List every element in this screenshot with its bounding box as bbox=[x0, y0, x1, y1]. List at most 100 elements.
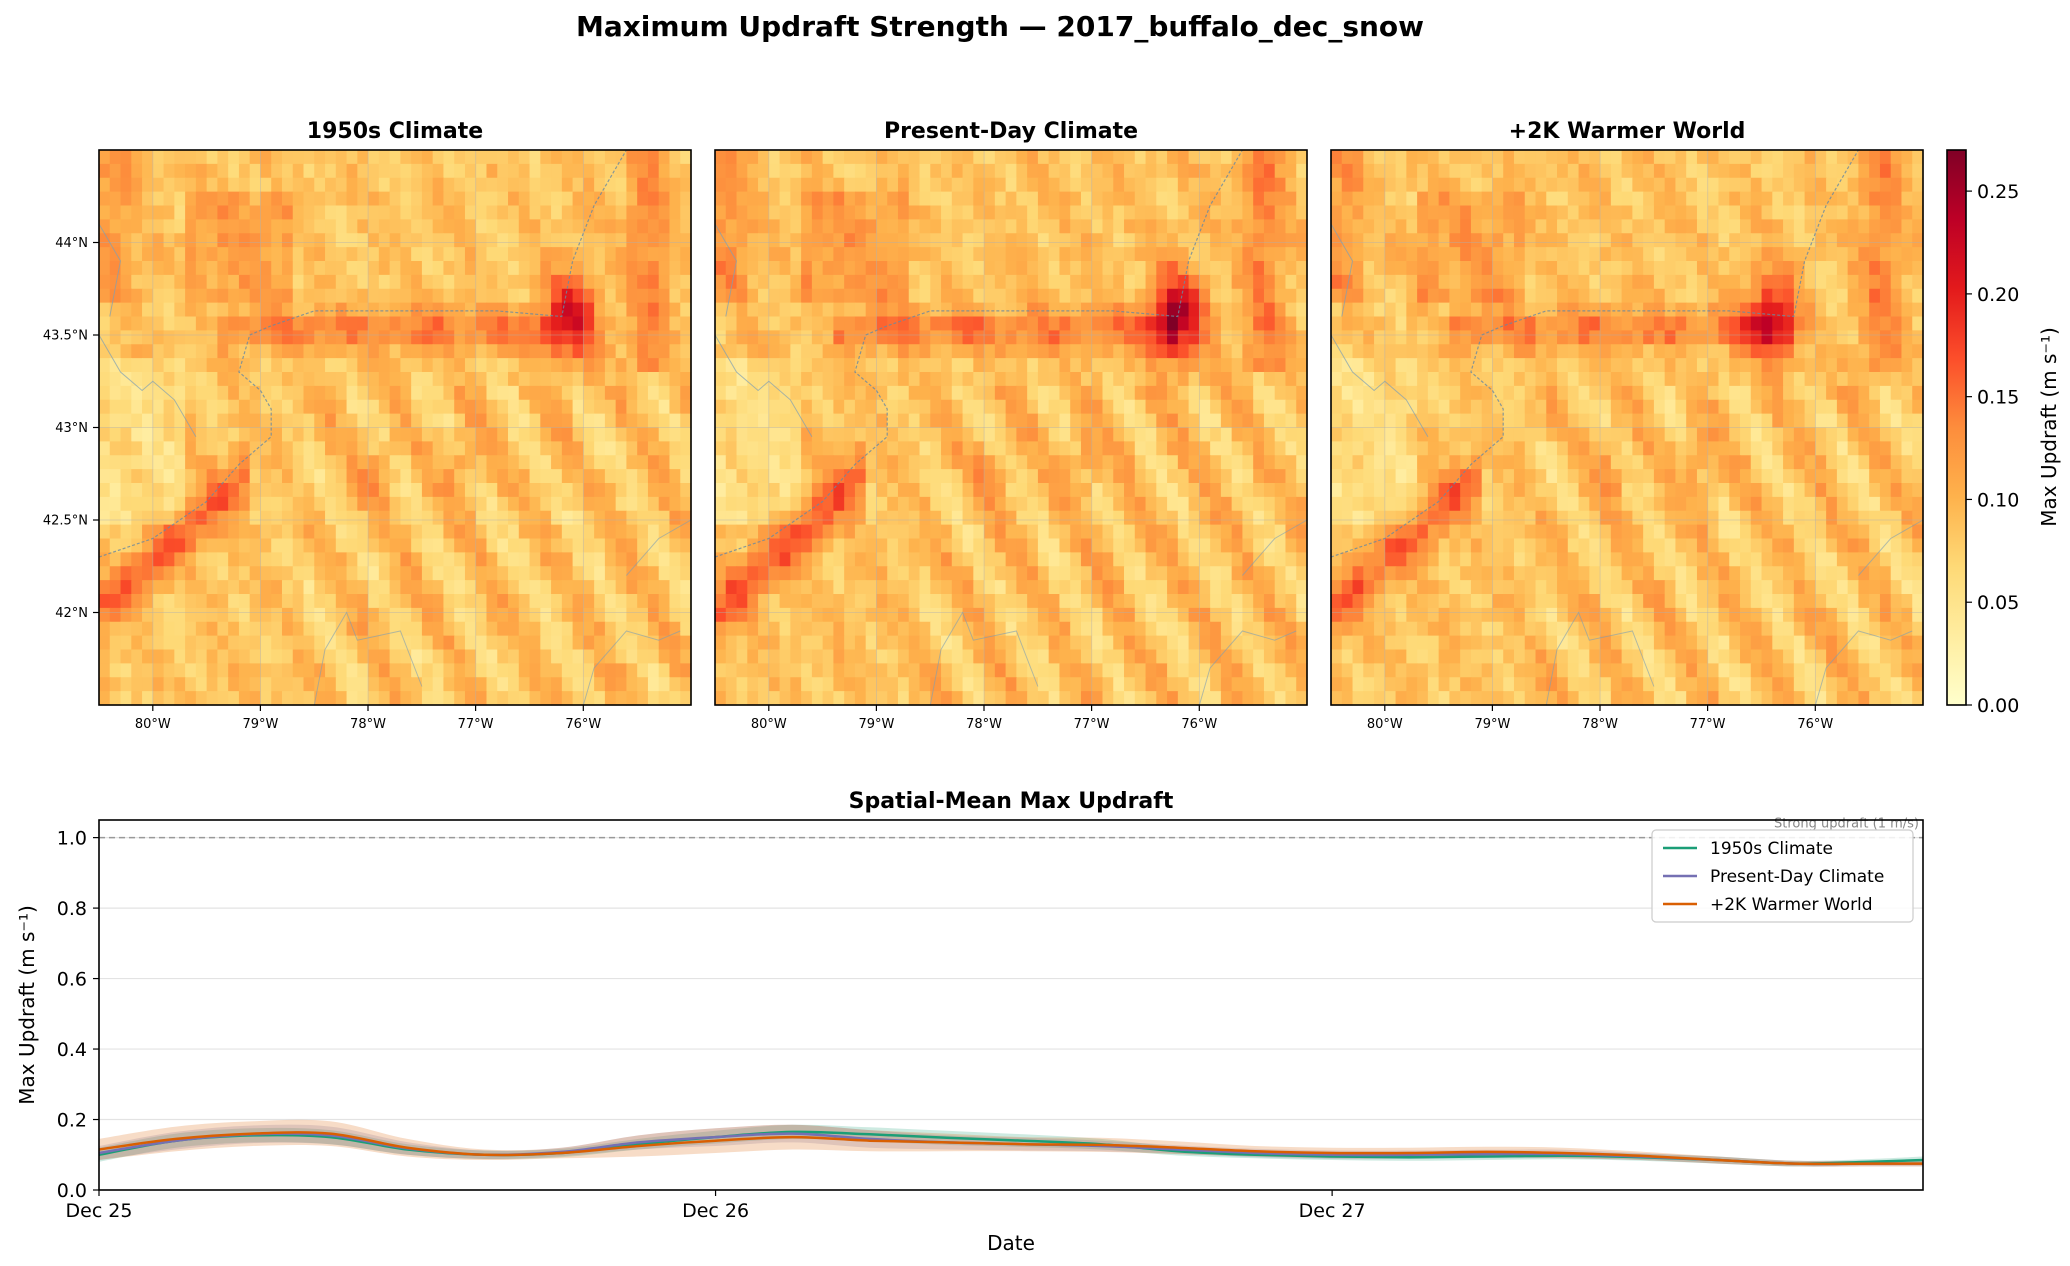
heatmap-cell bbox=[1199, 247, 1211, 262]
heatmap-cell bbox=[790, 288, 802, 304]
heatmap-cell bbox=[1102, 358, 1114, 373]
heatmap-cell bbox=[260, 677, 272, 692]
heatmap-cell bbox=[1177, 677, 1190, 692]
heatmap-cell bbox=[217, 261, 229, 276]
heatmap-cell bbox=[1220, 455, 1233, 470]
heatmap-cell bbox=[1621, 233, 1633, 248]
heatmap-cell bbox=[626, 177, 638, 193]
heatmap-cell bbox=[475, 302, 488, 318]
heatmap-cell bbox=[1384, 177, 1397, 193]
heatmap-cell bbox=[758, 177, 770, 193]
heatmap-cell bbox=[1188, 677, 1200, 692]
heatmap-cell bbox=[1210, 413, 1222, 429]
heatmap-cell bbox=[195, 566, 208, 581]
heatmap-cell bbox=[865, 496, 878, 512]
heatmap-cell bbox=[1869, 261, 1881, 276]
heatmap-cell bbox=[1341, 233, 1354, 248]
heatmap-cell bbox=[919, 372, 931, 387]
heatmap-cell bbox=[1546, 233, 1558, 248]
heatmap-cell bbox=[626, 594, 638, 609]
heatmap-cell bbox=[1167, 302, 1179, 318]
heatmap-cell bbox=[1124, 358, 1136, 373]
heatmap-cell bbox=[228, 177, 240, 193]
heatmap-cell bbox=[411, 496, 423, 512]
heatmap-cell bbox=[941, 205, 953, 220]
heatmap-cell bbox=[1080, 510, 1093, 526]
heatmap-cell bbox=[518, 621, 531, 637]
heatmap-cell bbox=[1016, 358, 1028, 373]
heatmap-cell bbox=[1124, 163, 1136, 179]
heatmap-cell bbox=[725, 552, 738, 567]
heatmap-cell bbox=[1621, 219, 1633, 234]
heatmap-cell bbox=[195, 607, 208, 623]
heatmap-cell bbox=[801, 552, 813, 567]
heatmap-cell bbox=[647, 469, 660, 484]
heatmap-cell bbox=[497, 691, 509, 706]
heatmap-cell bbox=[292, 427, 305, 442]
heatmap-cell bbox=[378, 163, 391, 179]
heatmap-cell bbox=[1167, 427, 1179, 442]
heatmap-cell bbox=[497, 205, 509, 220]
heatmap-cell bbox=[725, 150, 738, 165]
heatmap-cell bbox=[715, 372, 727, 387]
heatmap-cell bbox=[206, 177, 218, 193]
heatmap-cell bbox=[615, 635, 628, 651]
heatmap-cell bbox=[1177, 399, 1190, 415]
heatmap-cell bbox=[1793, 191, 1806, 207]
heatmap-cell bbox=[930, 191, 942, 207]
heatmap-cell bbox=[120, 177, 132, 193]
heatmap-cell bbox=[508, 441, 520, 456]
heatmap-cell bbox=[994, 219, 1007, 234]
heatmap-cell bbox=[1363, 205, 1375, 220]
heatmap-cell bbox=[637, 247, 649, 262]
heatmap-cell bbox=[378, 274, 391, 290]
heatmap-cell bbox=[1102, 385, 1114, 401]
heatmap-cell bbox=[432, 191, 445, 207]
heatmap-cell bbox=[930, 594, 942, 609]
heatmap-cell bbox=[303, 649, 315, 664]
heatmap-cell bbox=[1242, 580, 1254, 595]
heatmap-cell bbox=[736, 496, 748, 512]
heatmap-cell bbox=[508, 274, 520, 290]
heatmap-cell bbox=[120, 594, 132, 609]
heatmap-cell bbox=[497, 649, 509, 664]
heatmap-cell bbox=[962, 163, 974, 179]
heatmap-cell bbox=[1059, 191, 1071, 207]
heatmap-cell bbox=[736, 691, 748, 706]
heatmap-cell bbox=[1220, 538, 1233, 553]
heatmap-cell bbox=[1080, 344, 1093, 359]
heatmap-cell bbox=[1102, 510, 1114, 526]
heatmap-cell bbox=[758, 330, 770, 345]
heatmap-cell bbox=[951, 538, 964, 553]
heatmap-cell bbox=[109, 274, 122, 290]
heatmap-cell bbox=[1729, 177, 1741, 193]
heatmap-cell bbox=[680, 566, 692, 581]
heatmap-cell bbox=[669, 538, 681, 553]
heatmap-cell bbox=[174, 455, 186, 470]
heatmap-cell bbox=[930, 663, 942, 678]
heatmap-cell bbox=[195, 649, 208, 664]
heatmap-cell bbox=[758, 483, 770, 498]
heatmap-cell bbox=[1285, 594, 1297, 609]
heatmap-cell bbox=[443, 316, 455, 331]
heatmap-cell bbox=[1707, 261, 1720, 276]
heatmap-cell bbox=[1557, 150, 1569, 165]
heatmap-cell bbox=[669, 524, 681, 540]
heatmap-cell bbox=[1005, 385, 1017, 401]
heatmap-cell bbox=[1610, 177, 1623, 193]
heatmap-cell bbox=[833, 177, 845, 193]
heatmap-cell bbox=[228, 635, 240, 651]
heatmap-cell bbox=[1016, 621, 1028, 637]
heatmap-cell bbox=[908, 233, 921, 248]
heatmap-cell bbox=[994, 205, 1007, 220]
heatmap-cell bbox=[930, 163, 942, 179]
heatmap-cell bbox=[658, 233, 671, 248]
heatmap-cell bbox=[1199, 441, 1211, 456]
heatmap-cell bbox=[163, 150, 175, 165]
heatmap-cell bbox=[508, 538, 520, 553]
heatmap-cell bbox=[131, 399, 143, 415]
heatmap-cell bbox=[1395, 205, 1407, 220]
heatmap-cell bbox=[876, 316, 888, 331]
heatmap-cell bbox=[736, 552, 748, 567]
heatmap-cell bbox=[314, 524, 326, 540]
